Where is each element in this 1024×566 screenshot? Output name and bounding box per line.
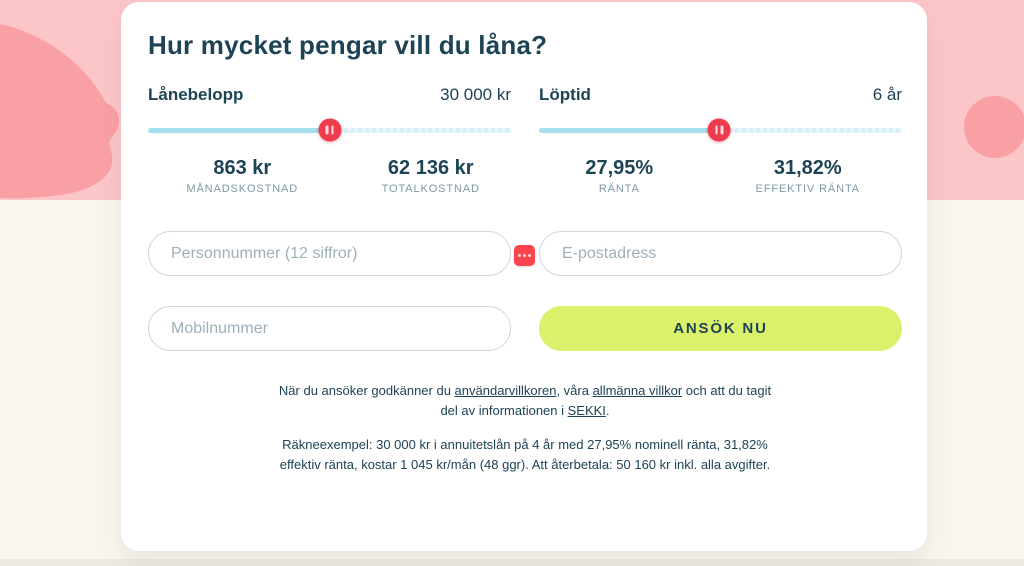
stat-value: 863 kr [213, 157, 272, 179]
personnummer-input[interactable] [148, 231, 511, 276]
stat-effective-interest: 31,82% EFFEKTIV RÄNTA [714, 156, 903, 195]
pause-icon [331, 125, 334, 135]
slider-fill [148, 127, 330, 133]
stat-label: RÄNTA [598, 183, 640, 195]
consent-text: När du ansöker godkänner du användarvill… [278, 383, 772, 419]
loan-amount-value: 30 000 kr [440, 85, 511, 104]
sekki-link[interactable]: SEKKI [567, 403, 606, 419]
slider-fill [539, 127, 720, 133]
stat-label: EFFEKTIV RÄNTA [755, 183, 860, 195]
stat-monthly-cost: 863 kr MÅNADSKOSTNAD [148, 156, 337, 195]
loan-amount-slider[interactable] [148, 118, 511, 142]
legal-section: När du ansöker godkänner du användarvill… [148, 381, 902, 476]
page-title: Hur mycket pengar vill du låna? [148, 30, 548, 60]
slider-handle[interactable] [707, 118, 731, 142]
stat-value: 31,82% [773, 157, 842, 179]
right-circle-shape [964, 96, 1024, 158]
pink-blob-decorations [0, 24, 1024, 199]
term-value: 6 år [872, 85, 902, 104]
loan-calculator-card: Hur mycket pengar vill du låna? Lånebelo… [121, 2, 927, 551]
stat-value: 62 136 kr [387, 157, 474, 179]
stat-label: TOTALKOSTNAD [381, 183, 480, 195]
pause-icon [720, 125, 724, 135]
loan-amount-column: Lånebelopp 30 000 kr [148, 84, 511, 142]
stat-interest: 27,95% RÄNTA [525, 156, 714, 195]
term-label: Löptid [539, 85, 591, 104]
password-manager-autofill-icon[interactable] [514, 245, 535, 266]
left-blob-shape [0, 24, 120, 199]
form-row-2: ANSÖK NU [148, 306, 902, 351]
general-conditions-link[interactable]: allmänna villkor [592, 383, 683, 398]
email-input[interactable] [539, 231, 902, 276]
calculation-example-text: Räkneexempel: 30 000 kr i annuitetslån p… [279, 437, 771, 473]
slider-section: Lånebelopp 30 000 kr Löptid 6 år [148, 84, 902, 142]
stat-total-cost: 62 136 kr TOTALKOSTNAD [337, 156, 526, 195]
stats-section: 863 kr MÅNADSKOSTNAD 62 136 kr TOTALKOST… [148, 156, 902, 195]
pause-icon [325, 125, 328, 135]
term-column: Löptid 6 år [539, 84, 902, 142]
stat-label: MÅNADSKOSTNAD [186, 183, 299, 195]
apply-now-button[interactable]: ANSÖK NU [539, 306, 902, 351]
slider-handle[interactable] [318, 118, 341, 142]
stat-value: 27,95% [585, 157, 654, 179]
term-slider[interactable] [539, 118, 902, 142]
mobile-input[interactable] [148, 306, 511, 351]
form-row-1 [148, 231, 902, 276]
bottom-section-edge [0, 559, 1024, 566]
terms-link[interactable]: användarvillkoren [454, 383, 557, 398]
loan-amount-label: Lånebelopp [148, 85, 244, 104]
pause-icon [715, 125, 718, 135]
